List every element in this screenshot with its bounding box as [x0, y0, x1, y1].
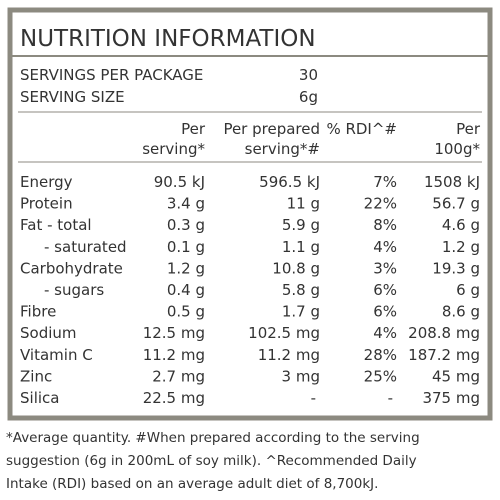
nutrient-label: Sodium	[20, 324, 77, 342]
nutrient-value: 1.7 g	[282, 303, 320, 321]
column-header: % RDI^#	[326, 120, 397, 138]
nutrient-label: Silica	[20, 389, 59, 407]
footnote-line: *Average quantity. #When prepared accord…	[6, 430, 420, 446]
panel-title: NUTRITION INFORMATION	[20, 26, 316, 52]
nutrient-value: 8.6 g	[442, 303, 480, 321]
nutrient-value: 6 g	[456, 281, 480, 299]
nutrient-value: 4%	[373, 238, 397, 256]
nutrient-value: 0.5 g	[167, 303, 205, 321]
nutrient-value: 8%	[373, 216, 397, 234]
nutrient-value: 0.4 g	[167, 281, 205, 299]
nutrient-value: 56.7 g	[432, 195, 480, 213]
nutrient-value: 25%	[364, 367, 397, 385]
nutrient-label: Fat - total	[20, 216, 92, 234]
column-header: Per prepared	[223, 120, 320, 138]
nutrient-value: 12.5 mg	[143, 324, 205, 342]
nutrient-value: 28%	[364, 346, 397, 364]
nutrient-label: Carbohydrate	[20, 259, 123, 277]
nutrient-value: 11.2 mg	[143, 346, 205, 364]
serving-value: 6g	[299, 88, 318, 106]
nutrient-value: 6%	[373, 281, 397, 299]
nutrient-label: Zinc	[20, 367, 52, 385]
serving-label: SERVING SIZE	[20, 88, 125, 106]
nutrient-label: - sugars	[44, 281, 104, 299]
nutrient-value: 375 mg	[422, 389, 480, 407]
footnote-line: suggestion (6g in 200mL of soy milk). ^R…	[6, 453, 417, 469]
nutrient-value: 3%	[373, 259, 397, 277]
nutrient-value: 3.4 g	[167, 195, 205, 213]
nutrient-value: 102.5 mg	[248, 324, 320, 342]
nutrient-value: 1.2 g	[167, 259, 205, 277]
nutrient-label: Energy	[20, 173, 73, 191]
nutrient-value: 208.8 mg	[408, 324, 480, 342]
nutrient-value: 11 g	[287, 195, 320, 213]
column-header: Per	[456, 120, 481, 138]
nutrient-label: - saturated	[44, 238, 127, 256]
nutrient-value: 1508 kJ	[424, 173, 480, 191]
nutrient-value: 19.3 g	[432, 259, 480, 277]
panel-border	[7, 7, 493, 421]
nutrient-value: 22.5 mg	[143, 389, 205, 407]
nutrient-value: 4.6 g	[442, 216, 480, 234]
nutrient-value: 7%	[373, 173, 397, 191]
nutrient-value: 0.3 g	[167, 216, 205, 234]
nutrient-value: 187.2 mg	[408, 346, 480, 364]
serving-value: 30	[299, 66, 318, 84]
nutrient-value: 3 mg	[282, 367, 320, 385]
nutrient-value: 4%	[373, 324, 397, 342]
nutrient-value: 596.5 kJ	[259, 173, 320, 191]
column-header: serving*#	[245, 140, 320, 158]
footnote-line: Intake (RDI) based on an average adult d…	[6, 476, 378, 492]
nutrient-label: Protein	[20, 195, 73, 213]
serving-label: SERVINGS PER PACKAGE	[20, 66, 203, 84]
column-header: serving*	[142, 140, 205, 158]
nutrient-label: Vitamin C	[20, 346, 93, 364]
nutrient-value: 5.8 g	[282, 281, 320, 299]
nutrient-value: 45 mg	[432, 367, 480, 385]
nutrient-value: 6%	[373, 303, 397, 321]
nutrient-value: 11.2 mg	[258, 346, 320, 364]
nutrient-label: Fibre	[20, 303, 56, 321]
nutrient-value: 10.8 g	[272, 259, 320, 277]
nutrient-value: 5.9 g	[282, 216, 320, 234]
nutrient-value: 1.2 g	[442, 238, 480, 256]
nutrient-value: -	[311, 389, 316, 407]
nutrient-value: 2.7 mg	[152, 367, 205, 385]
nutrient-value: 0.1 g	[167, 238, 205, 256]
nutrient-value: 90.5 kJ	[154, 173, 205, 191]
column-header: 100g*	[434, 140, 480, 158]
nutrient-value: -	[388, 389, 393, 407]
column-header: Per	[181, 120, 206, 138]
nutrient-value: 22%	[364, 195, 397, 213]
nutrient-value: 1.1 g	[282, 238, 320, 256]
